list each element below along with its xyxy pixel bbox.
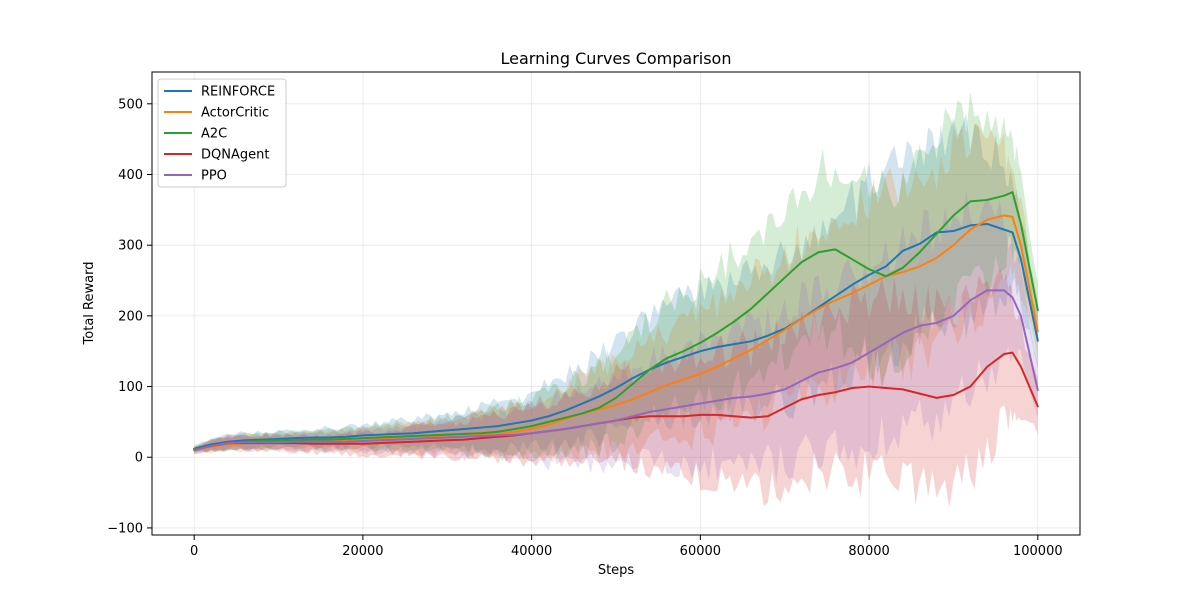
y-tick-label: 100	[118, 380, 143, 395]
y-tick-label: 0	[135, 451, 143, 466]
legend-box	[157, 78, 287, 188]
x-tick-label: 80000	[848, 544, 889, 559]
x-tick-label: 60000	[680, 544, 721, 559]
line-reinforce	[193, 222, 1039, 450]
confidence-bands	[194, 91, 1038, 508]
band-ppo	[194, 191, 1038, 485]
legend-label-ppo: PPO	[201, 169, 227, 184]
series-lines	[193, 191, 1039, 452]
band-a2c	[194, 91, 1038, 462]
y-axis-title: Total Reward	[82, 262, 97, 346]
legend-label-reinforce: REINFORCE	[201, 85, 275, 100]
chart-title: Learning Curves Comparison	[501, 49, 732, 68]
legend-label-dqnagent: DQNAgent	[201, 148, 269, 163]
x-tick-label: 0	[190, 544, 198, 559]
x-axis-title: Steps	[598, 563, 635, 578]
y-tick-label: 200	[118, 309, 143, 324]
x-axis: 0 20000 40000 60000 80000 100000	[190, 535, 1063, 559]
line-actorcritic	[193, 214, 1039, 452]
y-tick-label: 400	[118, 168, 143, 183]
legend: REINFORCE ActorCritic A2C DQNAgent PPO	[157, 78, 287, 188]
grid	[152, 72, 1080, 535]
x-tick-label: 20000	[342, 544, 383, 559]
y-tick-label: 500	[118, 97, 143, 112]
legend-label-actorcritic: ActorCritic	[201, 106, 269, 121]
line-a2c	[193, 191, 1039, 451]
legend-label-a2c: A2C	[201, 127, 227, 142]
plot-frame	[151, 71, 1081, 536]
y-tick-label: −100	[107, 521, 143, 536]
plot-area	[193, 91, 1039, 508]
band-actorcritic	[194, 123, 1038, 463]
x-tick-label: 40000	[511, 544, 552, 559]
x-tick-label: 100000	[1013, 544, 1063, 559]
band-reinforce	[194, 113, 1038, 455]
y-tick-label: 300	[118, 239, 143, 254]
y-axis: −100 0 100 200 300 400 500	[107, 97, 152, 536]
line-ppo	[193, 289, 1039, 452]
